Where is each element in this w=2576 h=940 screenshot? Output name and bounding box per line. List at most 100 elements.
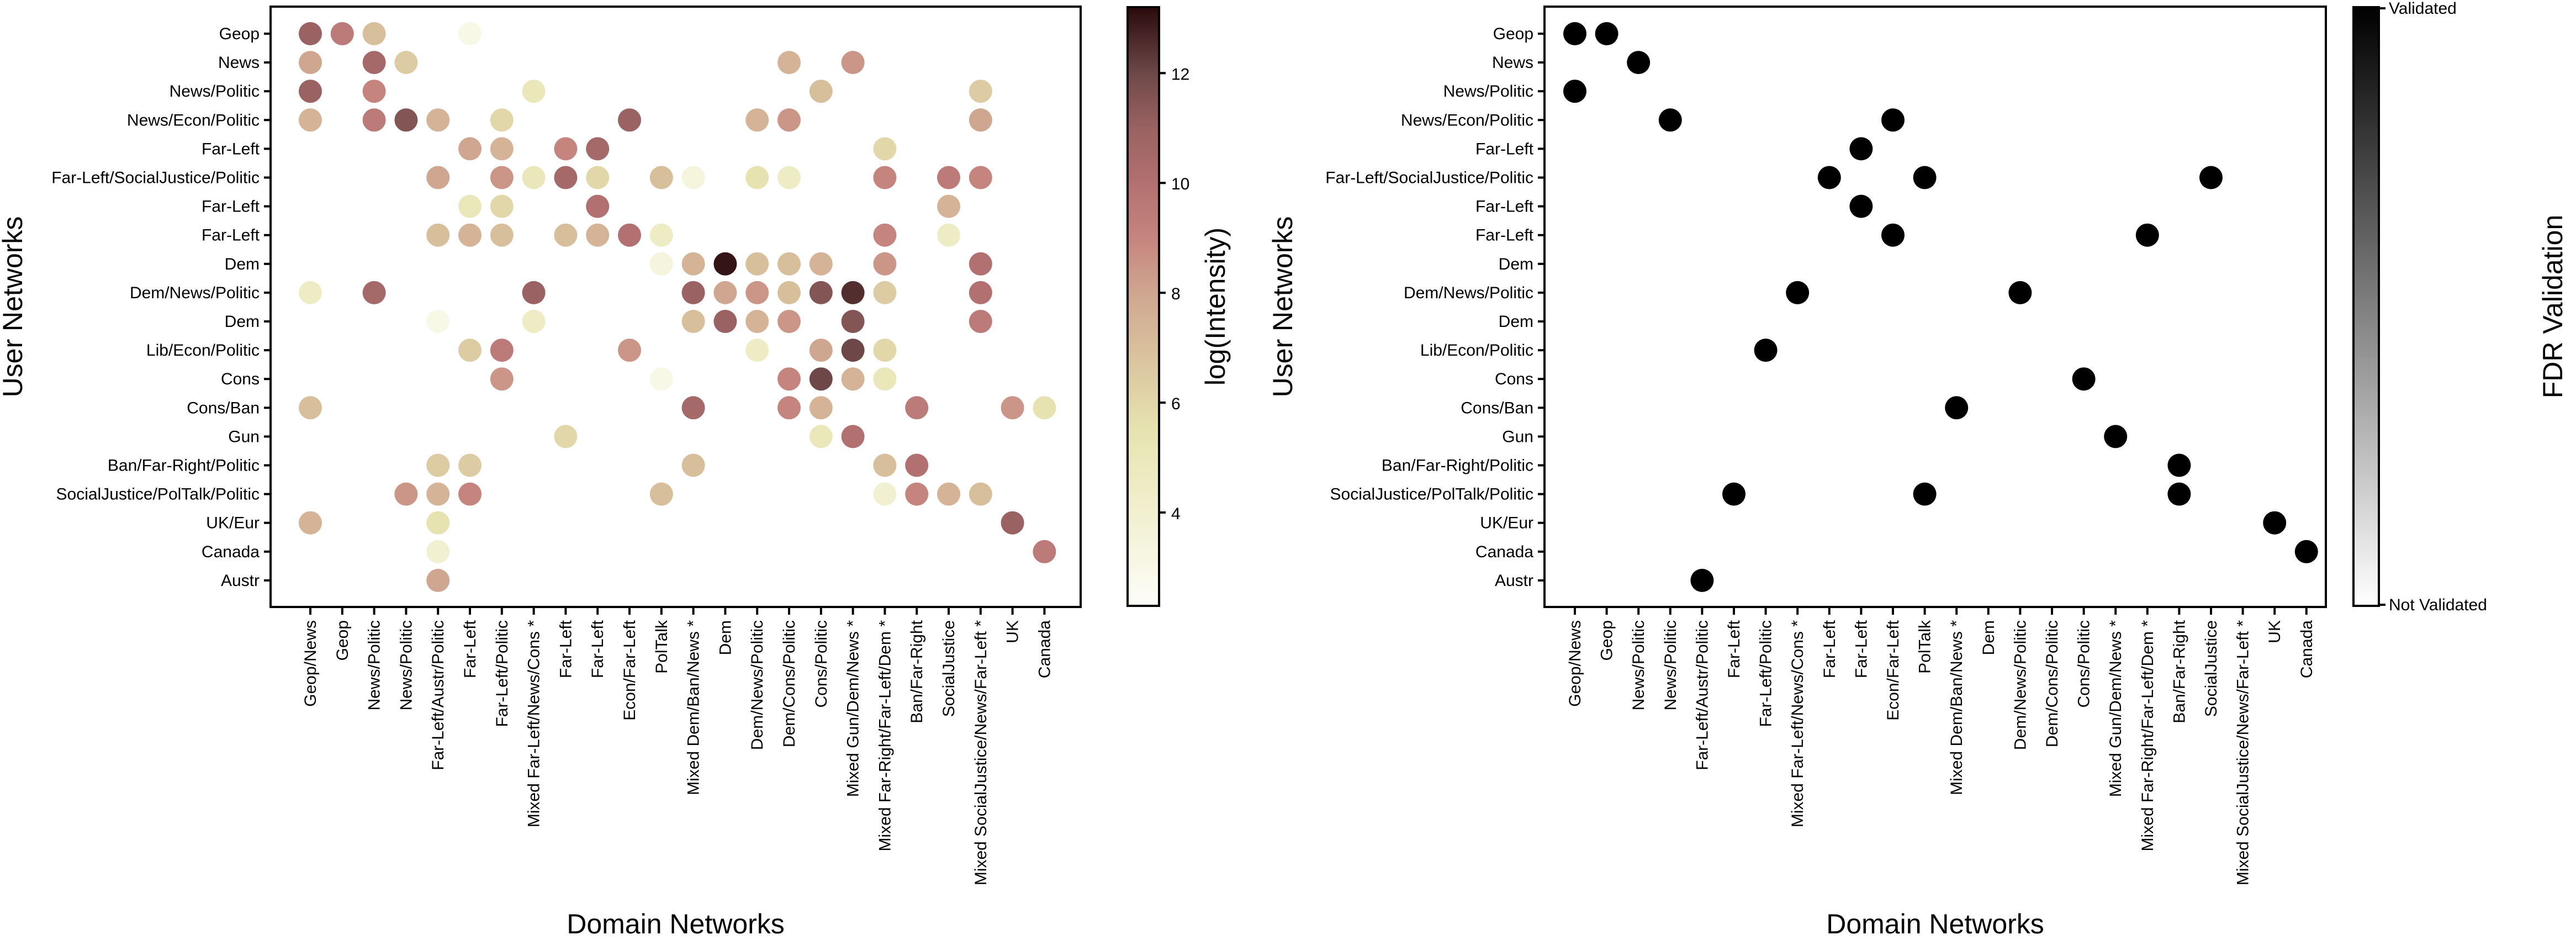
intensity-point	[426, 223, 450, 247]
validated-point	[1658, 108, 1682, 132]
y-tick-label: News	[218, 54, 260, 72]
x-tick-label: News/Politic	[366, 620, 384, 710]
plot-area	[269, 6, 1082, 608]
intensity-point	[299, 396, 322, 420]
intensity-point	[458, 482, 482, 506]
intensity-point	[586, 166, 610, 189]
intensity-point	[905, 396, 929, 420]
x-tick-label: Dem/Cons/Politic	[780, 620, 798, 747]
intensity-point	[777, 396, 801, 420]
intensity-point	[777, 310, 801, 333]
intensity-point	[649, 482, 673, 506]
intensity-point	[426, 166, 450, 189]
x-tick-label: Cons/Politic	[812, 620, 831, 707]
x-tick-label: Ban/Far-Right	[908, 620, 926, 723]
y-tick-label: Austr	[221, 572, 260, 590]
intensity-point	[873, 482, 897, 506]
y-tick-label: Dem	[225, 313, 260, 331]
x-tick-label: Far-Left	[1852, 620, 1870, 678]
x-tick-label: Far-Left/Politic	[1757, 620, 1775, 727]
x-tick-label: Econ/Far-Left	[621, 620, 639, 720]
y-tick-label: SocialJustice/PolTalk/Politic	[1330, 485, 1533, 504]
y-tick-label: Cons/Ban	[1461, 399, 1533, 417]
validated-point	[1913, 482, 1937, 506]
x-tick-label: Mixed Dem/Ban/News *	[685, 620, 703, 795]
colorbar-label: FDR Validation	[2537, 215, 2568, 399]
x-tick-label: Geop	[1598, 620, 1616, 661]
intensity-point	[490, 108, 514, 132]
intensity-point	[873, 166, 897, 189]
intensity-point	[394, 108, 418, 132]
colorbar-tick-label: 8	[1171, 285, 1181, 303]
intensity-point	[777, 367, 801, 391]
validated-point	[1627, 51, 1651, 75]
x-tick-label: Canada	[2298, 620, 2316, 678]
x-tick-label: Dem/News/Politic	[2011, 620, 2029, 750]
colorbar	[2352, 6, 2380, 607]
intensity-point	[522, 80, 546, 103]
intensity-point	[745, 108, 769, 132]
intensity-point	[649, 223, 673, 247]
intensity-point	[394, 51, 418, 75]
validated-point	[1945, 396, 1969, 420]
intensity-point	[681, 396, 705, 420]
y-tick-label: Geop	[1493, 25, 1533, 43]
x-tick-label: Far-Left	[1725, 620, 1743, 678]
validated-point	[1595, 22, 1618, 45]
y-tick-label: Lib/Econ/Politic	[1420, 341, 1533, 360]
intensity-point	[745, 339, 769, 362]
validated-point	[2167, 482, 2191, 506]
x-tick-label: Mixed Gun/Dem/News *	[844, 620, 863, 797]
intensity-point	[522, 281, 546, 304]
y-tick-label: Far-Left/SocialJustice/Politic	[1325, 169, 1533, 187]
intensity-point	[745, 252, 769, 276]
y-tick-label: Far-Left	[1475, 198, 1534, 216]
y-tick-label: Dem/News/Politic	[130, 284, 260, 302]
intensity-point	[362, 22, 386, 45]
intensity-point	[873, 252, 897, 276]
intensity-point	[1001, 511, 1024, 535]
y-axis-label: User Networks	[0, 216, 28, 398]
y-tick-label: Far-Left/SocialJustice/Politic	[51, 169, 260, 187]
x-tick-label: Mixed Far-Right/Far-Left/Dem *	[2139, 620, 2157, 852]
validated-point	[2294, 540, 2318, 563]
x-tick-label: Mixed SocialJustice/News/Far-Left *	[2234, 620, 2252, 885]
intensity-point	[809, 80, 833, 103]
intensity-point	[969, 80, 992, 103]
colorbar-tick-label: 12	[1171, 65, 1189, 83]
intensity-point	[362, 80, 386, 103]
intensity-point	[362, 281, 386, 304]
x-tick-label: Mixed Far-Left/News/Cons *	[525, 620, 543, 827]
x-tick-label: News/Politic	[1662, 620, 1680, 710]
intensity-point	[522, 310, 546, 333]
y-tick-label: Far-Left	[1475, 226, 1534, 245]
x-tick-label: UK	[1004, 620, 1022, 643]
y-tick-label: News/Politic	[1443, 82, 1533, 101]
intensity-point	[873, 367, 897, 391]
y-tick-label: Lib/Econ/Politic	[146, 341, 260, 360]
intensity-point	[937, 166, 960, 189]
validated-point	[1690, 568, 1714, 592]
y-tick-label: Far-Left	[202, 226, 260, 245]
validated-point	[1754, 339, 1778, 362]
y-tick-label: Geop	[219, 25, 260, 43]
validated-point	[1722, 482, 1745, 506]
intensity-point	[873, 339, 897, 362]
intensity-point	[937, 223, 960, 247]
intensity-point	[809, 252, 833, 276]
intensity-point	[426, 482, 450, 506]
y-tick-label: Canada	[202, 543, 260, 561]
intensity-point	[490, 166, 514, 189]
intensity-point	[362, 108, 386, 132]
intensity-point	[458, 22, 482, 45]
x-tick-label: Ban/Far-Right	[2170, 620, 2188, 723]
y-tick-label: News/Politic	[170, 82, 260, 101]
intensity-point	[1033, 396, 1056, 420]
y-tick-label: Dem	[225, 255, 260, 273]
intensity-point	[1001, 396, 1024, 420]
intensity-point	[1033, 540, 1056, 563]
x-tick-label: Mixed Gun/Dem/News *	[2107, 620, 2125, 797]
intensity-point	[490, 137, 514, 161]
intensity-point	[777, 108, 801, 132]
intensity-point	[426, 108, 450, 132]
